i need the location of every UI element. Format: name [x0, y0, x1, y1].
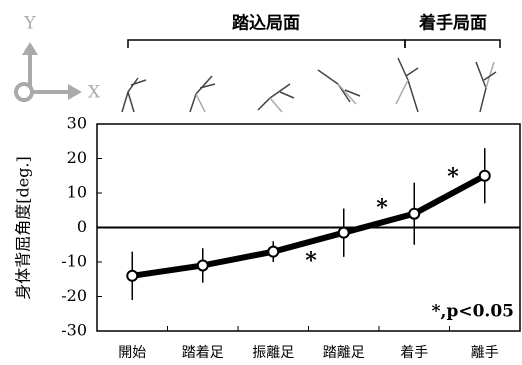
chart: 踏込局面 着手局面 Y X 身体背屈角度[deg.] -30 -20 -10 0 10 2… — [0, 0, 522, 365]
phase-label: 着手局面 — [418, 13, 487, 34]
significance-marker: * — [376, 195, 388, 221]
axis-icon-label: Y — [23, 14, 36, 34]
data-point — [127, 271, 137, 281]
x-tick-label: 踏着足 — [182, 345, 224, 361]
axis-icon-label: X — [88, 83, 101, 103]
phase-label: 踏込局面 — [232, 14, 300, 34]
phase-brackets — [128, 40, 500, 48]
y-tick-label: -10 — [61, 252, 87, 271]
y-tick-label: 10 — [67, 183, 87, 202]
axis-icon — [16, 42, 82, 100]
data-point — [409, 209, 419, 219]
y-tick-label: 20 — [67, 148, 87, 167]
data-point — [480, 171, 490, 181]
significance-marker: * — [447, 164, 459, 190]
y-tick-label: 30 — [67, 114, 87, 133]
significance-note: *,p<0.05 — [432, 302, 514, 322]
x-tick-label: 開始 — [118, 345, 146, 361]
y-axis-label: 身体背屈角度[deg.] — [14, 156, 33, 300]
data-point — [268, 247, 278, 257]
data-point — [339, 228, 349, 238]
y-tick-label: 0 — [77, 217, 87, 236]
y-tick-label: -20 — [61, 286, 87, 305]
x-tick-label: 振離足 — [252, 344, 294, 361]
stick-figures — [122, 58, 496, 112]
significance-marker: * — [305, 248, 317, 274]
x-tick-label: 着手 — [400, 345, 428, 361]
x-tick-label: 踏離足 — [323, 344, 365, 361]
y-tick-label: -30 — [61, 321, 87, 340]
x-tick-label: 離手 — [471, 344, 499, 361]
data-point — [198, 260, 208, 270]
